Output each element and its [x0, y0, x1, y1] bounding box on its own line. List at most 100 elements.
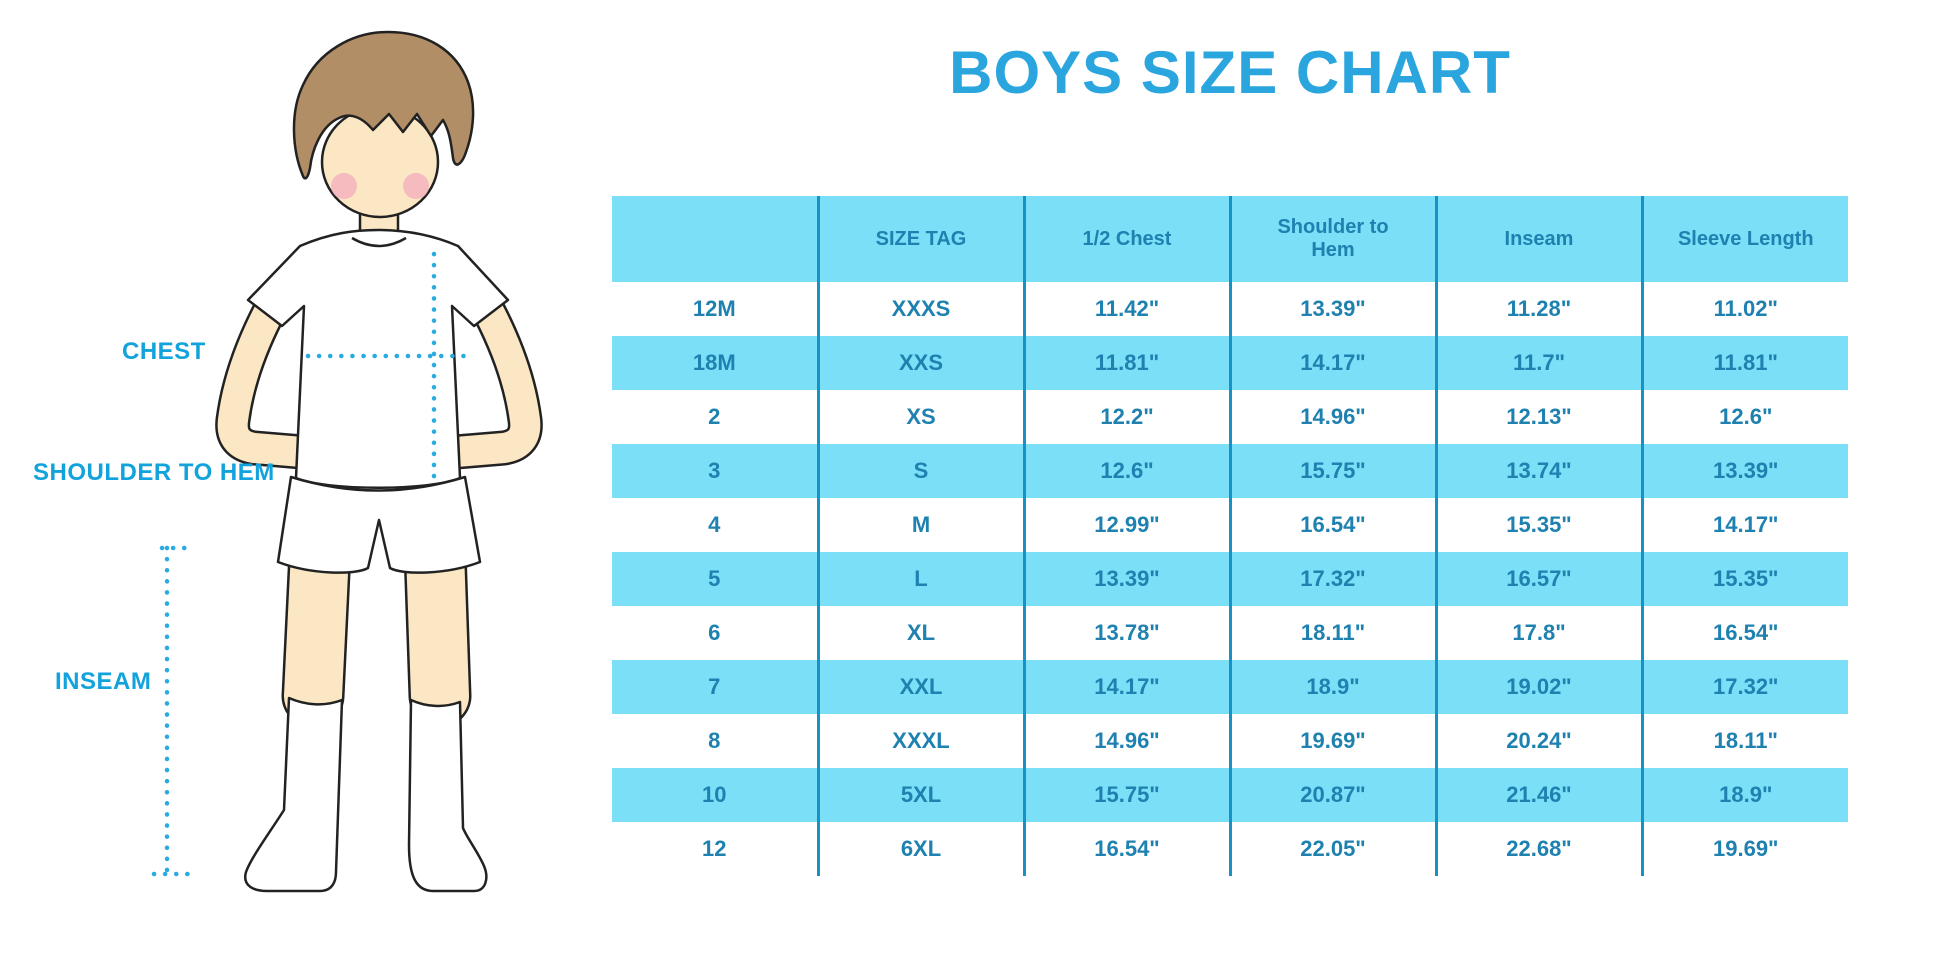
value-cell: L — [816, 552, 1024, 606]
size-table-wrap: SIZE TAG 1/2 Chest Shoulder to Hem Inseam Sl… — [612, 196, 1848, 876]
value-cell: XXXL — [816, 714, 1024, 768]
value-cell: 19.69" — [1640, 822, 1848, 876]
value-cell: 16.57" — [1434, 552, 1642, 606]
value-cell: 14.96" — [1022, 714, 1230, 768]
value-cell: 15.35" — [1434, 498, 1642, 552]
size-label-cell: 12M — [692, 296, 736, 321]
value-cell: 11.42" — [1022, 282, 1230, 336]
table-row: 4 M 12.99" 16.54" 15.35" 14.17" — [612, 498, 1848, 552]
head — [292, 30, 475, 219]
value-cell: S — [816, 444, 1024, 498]
socks — [243, 696, 488, 893]
size-label-cell: 7 — [708, 674, 721, 699]
measurement-figure-area: CHEST SHOULDER TO HEM INSEAM — [0, 0, 612, 973]
left-arm — [215, 288, 320, 470]
value-cell: 13.39" — [1228, 282, 1436, 336]
value-cell: 13.39" — [1022, 552, 1230, 606]
value-cell: XXL — [816, 660, 1024, 714]
value-cell: 12.2" — [1022, 390, 1230, 444]
size-label-cell: 12 — [702, 836, 727, 861]
inseam-measure-line — [151, 545, 194, 877]
right-arm — [438, 288, 543, 470]
value-cell: 18.11" — [1228, 606, 1436, 660]
table-row: 12M XXXS 11.42" 13.39" 11.28" 11.02" — [612, 282, 1848, 336]
value-cell: 5XL — [816, 768, 1024, 822]
value-cell: 18.9" — [1228, 660, 1436, 714]
value-cell: 17.8" — [1434, 606, 1642, 660]
inseam-label: INSEAM — [55, 668, 152, 695]
size-label-cell: 5 — [708, 566, 721, 591]
value-cell: 19.02" — [1434, 660, 1642, 714]
value-cell: 22.05" — [1228, 822, 1436, 876]
value-cell: 11.7" — [1434, 336, 1642, 390]
table-row: 8 XXXL 14.96" 19.69" 20.24" 18.11" — [612, 714, 1848, 768]
value-cell: 15.75" — [1022, 768, 1230, 822]
table-row: 5 L 13.39" 17.32" 16.57" 15.35" — [612, 552, 1848, 606]
page-title: BOYS SIZE CHART — [949, 39, 1511, 106]
value-cell: 11.81" — [1022, 336, 1230, 390]
table-row: 10 5XL 15.75" 20.87" 21.46" 18.9" — [612, 768, 1848, 822]
value-cell: 12.13" — [1434, 390, 1642, 444]
size-label-cell: 2 — [708, 404, 721, 429]
size-label-cell: 6 — [708, 620, 721, 645]
size-label-cell: 10 — [702, 782, 727, 807]
header-sleeve-length: Sleeve Length — [1640, 196, 1848, 282]
chest-label: CHEST — [122, 338, 206, 365]
table-row: 2 XS 12.2" 14.96" 12.13" 12.6" — [612, 390, 1848, 444]
value-cell: 12.6" — [1640, 390, 1848, 444]
value-cell: 12.99" — [1022, 498, 1230, 552]
size-label-cell: 3 — [708, 458, 721, 483]
value-cell: 12.6" — [1022, 444, 1230, 498]
value-cell: 20.87" — [1228, 768, 1436, 822]
value-cell: 14.17" — [1022, 660, 1230, 714]
value-cell: M — [816, 498, 1024, 552]
value-cell: 15.75" — [1228, 444, 1436, 498]
value-cell: 17.32" — [1228, 552, 1436, 606]
legs — [281, 520, 472, 728]
value-cell: 13.74" — [1434, 444, 1642, 498]
hair — [292, 30, 475, 180]
value-cell: XS — [816, 390, 1024, 444]
header-inseam: Inseam — [1434, 196, 1642, 282]
value-cell: 16.54" — [1228, 498, 1436, 552]
table-row: 3 S 12.6" 15.75" 13.74" 13.39" — [612, 444, 1848, 498]
table-row: 12 6XL 16.54" 22.05" 22.68" 19.69" — [612, 822, 1848, 876]
value-cell: 11.28" — [1434, 282, 1642, 336]
value-cell: XXS — [816, 336, 1024, 390]
shoulder-to-hem-label: SHOULDER TO HEM — [33, 459, 275, 486]
table-header: SIZE TAG 1/2 Chest Shoulder to Hem Inseam Sl… — [612, 196, 1848, 282]
value-cell: 11.02" — [1640, 282, 1848, 336]
value-cell: 20.24" — [1434, 714, 1642, 768]
corner-cell — [612, 196, 818, 282]
shorts — [276, 475, 482, 574]
size-label-cell: 4 — [708, 512, 721, 537]
header-shoulder-to-hem: Shoulder to Hem — [1228, 196, 1436, 282]
value-cell: XL — [816, 606, 1024, 660]
value-cell: 11.81" — [1640, 336, 1848, 390]
table-row: 7 XXL 14.17" 18.9" 19.02" 17.32" — [612, 660, 1848, 714]
value-cell: 21.46" — [1434, 768, 1642, 822]
value-cell: 22.68" — [1434, 822, 1642, 876]
value-cell: 18.9" — [1640, 768, 1848, 822]
size-chart-table: SIZE TAG 1/2 Chest Shoulder to Hem Inseam Sl… — [612, 196, 1848, 876]
value-cell: 14.96" — [1228, 390, 1436, 444]
header-half-chest: 1/2 Chest — [1022, 196, 1230, 282]
value-cell: 19.69" — [1228, 714, 1436, 768]
value-cell: 15.35" — [1640, 552, 1848, 606]
value-cell: 13.39" — [1640, 444, 1848, 498]
value-cell: 14.17" — [1228, 336, 1436, 390]
value-cell: 18.11" — [1640, 714, 1848, 768]
size-label-cell: 18M — [692, 350, 736, 375]
value-cell: 6XL — [816, 822, 1024, 876]
table-row: 6 XL 13.78" 18.11" 17.8" 16.54" — [612, 606, 1848, 660]
value-cell: 17.32" — [1640, 660, 1848, 714]
value-cell: 16.54" — [1022, 822, 1230, 876]
value-cell: 16.54" — [1640, 606, 1848, 660]
size-label-cell: 8 — [708, 728, 721, 753]
value-cell: 14.17" — [1640, 498, 1848, 552]
table-row: 18M XXS 11.81" 14.17" 11.7" 11.81" — [612, 336, 1848, 390]
header-size-tag: SIZE TAG — [816, 196, 1024, 282]
value-cell: XXXS — [816, 282, 1024, 336]
boy-illustration — [151, 30, 543, 893]
